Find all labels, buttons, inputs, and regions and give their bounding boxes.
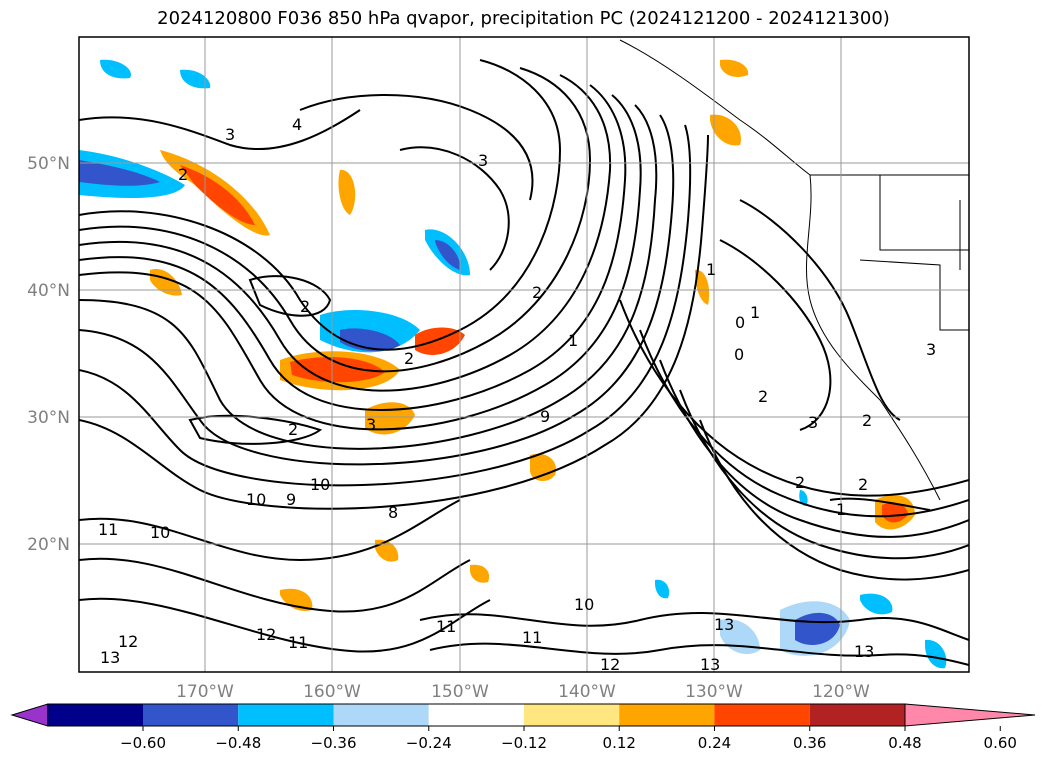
colorbar-tick-label: 0.36 <box>793 734 826 752</box>
map-frame <box>78 36 970 673</box>
contour-label: 2 <box>300 297 310 316</box>
contour-label: 2 <box>862 411 872 430</box>
contour-label: 0 <box>735 313 745 332</box>
contour-label: 1 <box>568 331 578 350</box>
contour-label: 12 <box>600 655 620 674</box>
contour-label: 11 <box>436 617 456 636</box>
contour-label: 8 <box>388 503 398 522</box>
contour-label: 3 <box>808 413 818 432</box>
contour-label: 12 <box>118 632 138 651</box>
contour-label: 11 <box>522 628 542 647</box>
contour-label: 0 <box>734 345 744 364</box>
contour-label: 1 <box>706 260 716 279</box>
contour-label: 1 <box>836 500 846 519</box>
colorbar-tick-label: −0.36 <box>311 734 357 752</box>
colorbar-segment <box>809 704 905 726</box>
lon-labels: 170°W 160°W 150°W 140°W 130°W 120°W <box>176 682 870 702</box>
contour-label: 3 <box>926 340 936 359</box>
contour-label: 13 <box>100 648 120 667</box>
contour-label: 2 <box>532 283 542 302</box>
colorbar-segment <box>714 704 810 726</box>
contour-label: 10 <box>150 523 170 542</box>
colorbar-tick-label: −0.12 <box>501 734 547 752</box>
contour-label: 13 <box>854 642 874 661</box>
map-title: 2024120800 F036 850 hPa qvapor, precipit… <box>157 8 890 29</box>
precip-shading <box>79 59 947 669</box>
lon-label: 140°W <box>558 682 616 702</box>
contour-label: 9 <box>540 407 550 426</box>
colorbar-segment <box>238 704 334 726</box>
contour-label: 10 <box>310 475 330 494</box>
colorbar-tick-label: 0.12 <box>603 734 636 752</box>
contour-label: 4 <box>292 115 302 134</box>
contour-label: 9 <box>286 490 296 509</box>
contour-label: 2 <box>795 473 805 492</box>
colorbar-tick-label: −0.24 <box>406 734 452 752</box>
contour-label: 10 <box>574 595 594 614</box>
coastlines <box>619 39 969 501</box>
contour-label: 11 <box>98 520 118 539</box>
lat-label: 50°N <box>27 154 70 174</box>
colorbar-tick-label: 0.24 <box>698 734 731 752</box>
colorbar-segment <box>333 704 429 726</box>
contour-label: 3 <box>225 125 235 144</box>
contour-label: 12 <box>256 625 276 644</box>
lon-label: 150°W <box>431 682 489 702</box>
colorbar-arrow-low <box>10 703 49 727</box>
contour-label: 2 <box>858 475 868 494</box>
lat-label: 40°N <box>27 281 70 301</box>
contour-label-group: 2 3 4 3 2 2 3 1 2 2 9 10 11 10 9 8 10 11… <box>98 115 936 674</box>
contour-label: 13 <box>714 615 734 634</box>
colorbar-segment <box>143 704 239 726</box>
contour-label: 10 <box>246 490 266 509</box>
contour-label: 3 <box>478 151 488 170</box>
colorbar-segment <box>524 704 620 726</box>
contour-label: 2 <box>758 387 768 406</box>
contour-label: 1 <box>750 303 760 322</box>
contour-label: 13 <box>700 655 720 674</box>
colorbar-tick-label: −0.60 <box>120 734 166 752</box>
colorbar-segment <box>428 704 524 726</box>
lat-label: 30°N <box>27 408 70 428</box>
lat-labels: 50°N 40°N 30°N 20°N <box>27 154 70 555</box>
contour-label: 2 <box>404 349 414 368</box>
contour-label: 2 <box>178 165 188 184</box>
contour-label: 11 <box>288 633 308 652</box>
lon-label: 120°W <box>812 682 870 702</box>
lat-label: 20°N <box>27 535 70 555</box>
contour-label: 3 <box>366 415 376 434</box>
colorbar-tick-label: −0.48 <box>215 734 261 752</box>
lon-label: 160°W <box>303 682 361 702</box>
colorbar-tick-label: 0.60 <box>984 734 1017 752</box>
graticule <box>79 37 969 672</box>
colorbar-segment <box>47 704 143 726</box>
lon-label: 130°W <box>685 682 743 702</box>
map-content: 2 3 4 3 2 2 3 1 2 2 9 10 11 10 9 8 10 11… <box>79 37 969 674</box>
lon-label: 170°W <box>176 682 234 702</box>
colorbar-tick-label: 0.48 <box>888 734 921 752</box>
colorbar: −0.60 −0.48 −0.36 −0.24 −0.12 0.12 0.24 0.36 0.4… <box>10 703 1036 752</box>
contour-label: 2 <box>288 420 298 439</box>
colorbar-arrow-high <box>904 703 1036 727</box>
colorbar-outline <box>47 703 906 727</box>
colorbar-segment <box>619 704 715 726</box>
